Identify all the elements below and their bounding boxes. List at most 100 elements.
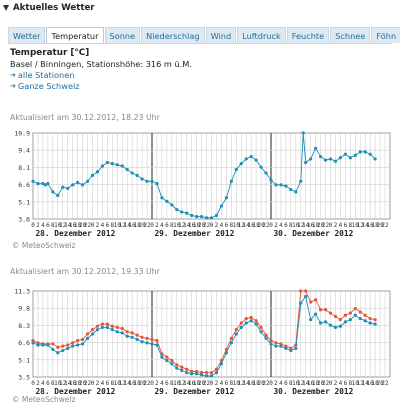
data-point (328, 311, 333, 315)
series-line-0 (32, 290, 376, 374)
data-point (333, 325, 338, 329)
data-point (239, 325, 243, 329)
link-ganze-schweiz[interactable]: ➔ Ganze Schweiz (10, 81, 390, 92)
tab-temperatur[interactable]: Temperatur (46, 27, 104, 43)
x-tick-label: 22 (143, 222, 151, 229)
data-point (170, 203, 174, 207)
data-point (61, 348, 65, 353)
data-point (90, 332, 95, 336)
tab-sonne[interactable]: Sonne (104, 27, 141, 43)
data-point (314, 146, 318, 150)
data-point (234, 332, 238, 336)
data-point (155, 339, 159, 343)
x-tick-label: 18 (134, 222, 142, 229)
data-point (239, 162, 243, 166)
tab-foehn[interactable]: Föhn (371, 27, 400, 43)
data-point (259, 165, 263, 169)
data-point (338, 318, 343, 322)
data-point (51, 347, 55, 352)
x-tick-label: 4 (41, 380, 45, 387)
data-point (294, 346, 298, 350)
data-point (155, 343, 159, 347)
tab-feuchte[interactable]: Feuchte (286, 27, 330, 43)
x-tick-label: 22 (84, 380, 92, 387)
tab-wetter[interactable]: Wetter (8, 27, 46, 43)
tab-schnee[interactable]: Schnee (330, 27, 371, 43)
x-tick-label: 6 (46, 380, 50, 387)
x-tick-label: 16 (129, 380, 137, 387)
window-titlebar: Aktuelles Wetter (0, 0, 400, 16)
x-tick-label: 8 (289, 380, 293, 387)
data-point (229, 341, 233, 345)
x-tick-label: 0 (150, 222, 154, 229)
day-label: 30. Dezember 2012 (273, 387, 353, 396)
x-tick-label: 22 (84, 222, 92, 229)
x-tick-label: 8 (111, 380, 115, 387)
data-point (338, 156, 343, 160)
expand-triangle-icon[interactable] (2, 4, 10, 12)
data-point (368, 316, 372, 321)
data-point (309, 157, 313, 161)
x-tick-label: 12 (297, 222, 305, 229)
x-tick-label: 10 (173, 380, 181, 387)
data-point (199, 373, 204, 377)
x-tick-label: 16 (248, 380, 256, 387)
data-point (66, 186, 70, 190)
data-point (343, 152, 347, 156)
x-tick-label: 12 (59, 380, 67, 387)
data-point (115, 325, 119, 329)
x-tick-label: 0 (31, 222, 35, 229)
x-tick-label: 0 (269, 222, 273, 229)
x-tick-label: 10 (114, 222, 122, 229)
link-alle-stationen[interactable]: ➔ alle Stationen (10, 70, 390, 81)
data-point (199, 215, 204, 219)
x-tick-label: 6 (46, 222, 50, 229)
x-tick-label: 4 (220, 380, 224, 387)
data-point (209, 216, 214, 220)
x-tick-label: 6 (225, 380, 229, 387)
x-tick-label: 18 (74, 222, 82, 229)
x-tick-label: 2 (334, 380, 338, 387)
data-point (36, 343, 40, 347)
x-tick-label: 2 (274, 380, 278, 387)
data-point (199, 370, 204, 375)
tab-niederschlag[interactable]: Niederschlag (141, 27, 205, 43)
data-point (229, 336, 233, 341)
y-tick-label: 6.6 (18, 181, 30, 189)
y-tick-label: 6.6 (18, 339, 30, 347)
x-tick-label: 20 (257, 380, 265, 387)
x-tick-label: 0 (329, 380, 333, 387)
data-point (363, 319, 367, 323)
data-point (259, 330, 263, 334)
x-tick-label: 22 (322, 380, 330, 387)
x-tick-label: 10 (54, 380, 62, 387)
data-point (61, 344, 65, 348)
data-point (100, 322, 105, 326)
data-point (318, 308, 323, 312)
x-tick-label: 14 (362, 222, 370, 229)
x-tick-label: 20 (198, 380, 206, 387)
station-header: Temperatur [°C] Basel / Binningen, Stati… (10, 48, 390, 92)
data-point (190, 213, 194, 218)
data-point (90, 173, 95, 178)
data-point (76, 180, 80, 185)
x-tick-label: 10 (292, 380, 300, 387)
x-tick-label: 18 (134, 380, 142, 387)
tab-wind[interactable]: Wind (205, 27, 237, 43)
data-point (71, 344, 75, 348)
data-point (56, 345, 60, 349)
data-point (31, 179, 35, 183)
data-point (318, 154, 323, 159)
data-point (328, 157, 333, 161)
data-point (66, 346, 70, 350)
x-tick-label: 22 (143, 380, 151, 387)
data-point (190, 372, 194, 376)
data-point (46, 343, 50, 347)
tab-luftdruck[interactable]: Luftdruck (237, 27, 286, 43)
x-tick-label: 4 (101, 380, 105, 387)
data-point (259, 325, 263, 329)
data-point (135, 333, 139, 337)
data-point (249, 315, 253, 320)
x-tick-label: 0 (150, 380, 154, 387)
